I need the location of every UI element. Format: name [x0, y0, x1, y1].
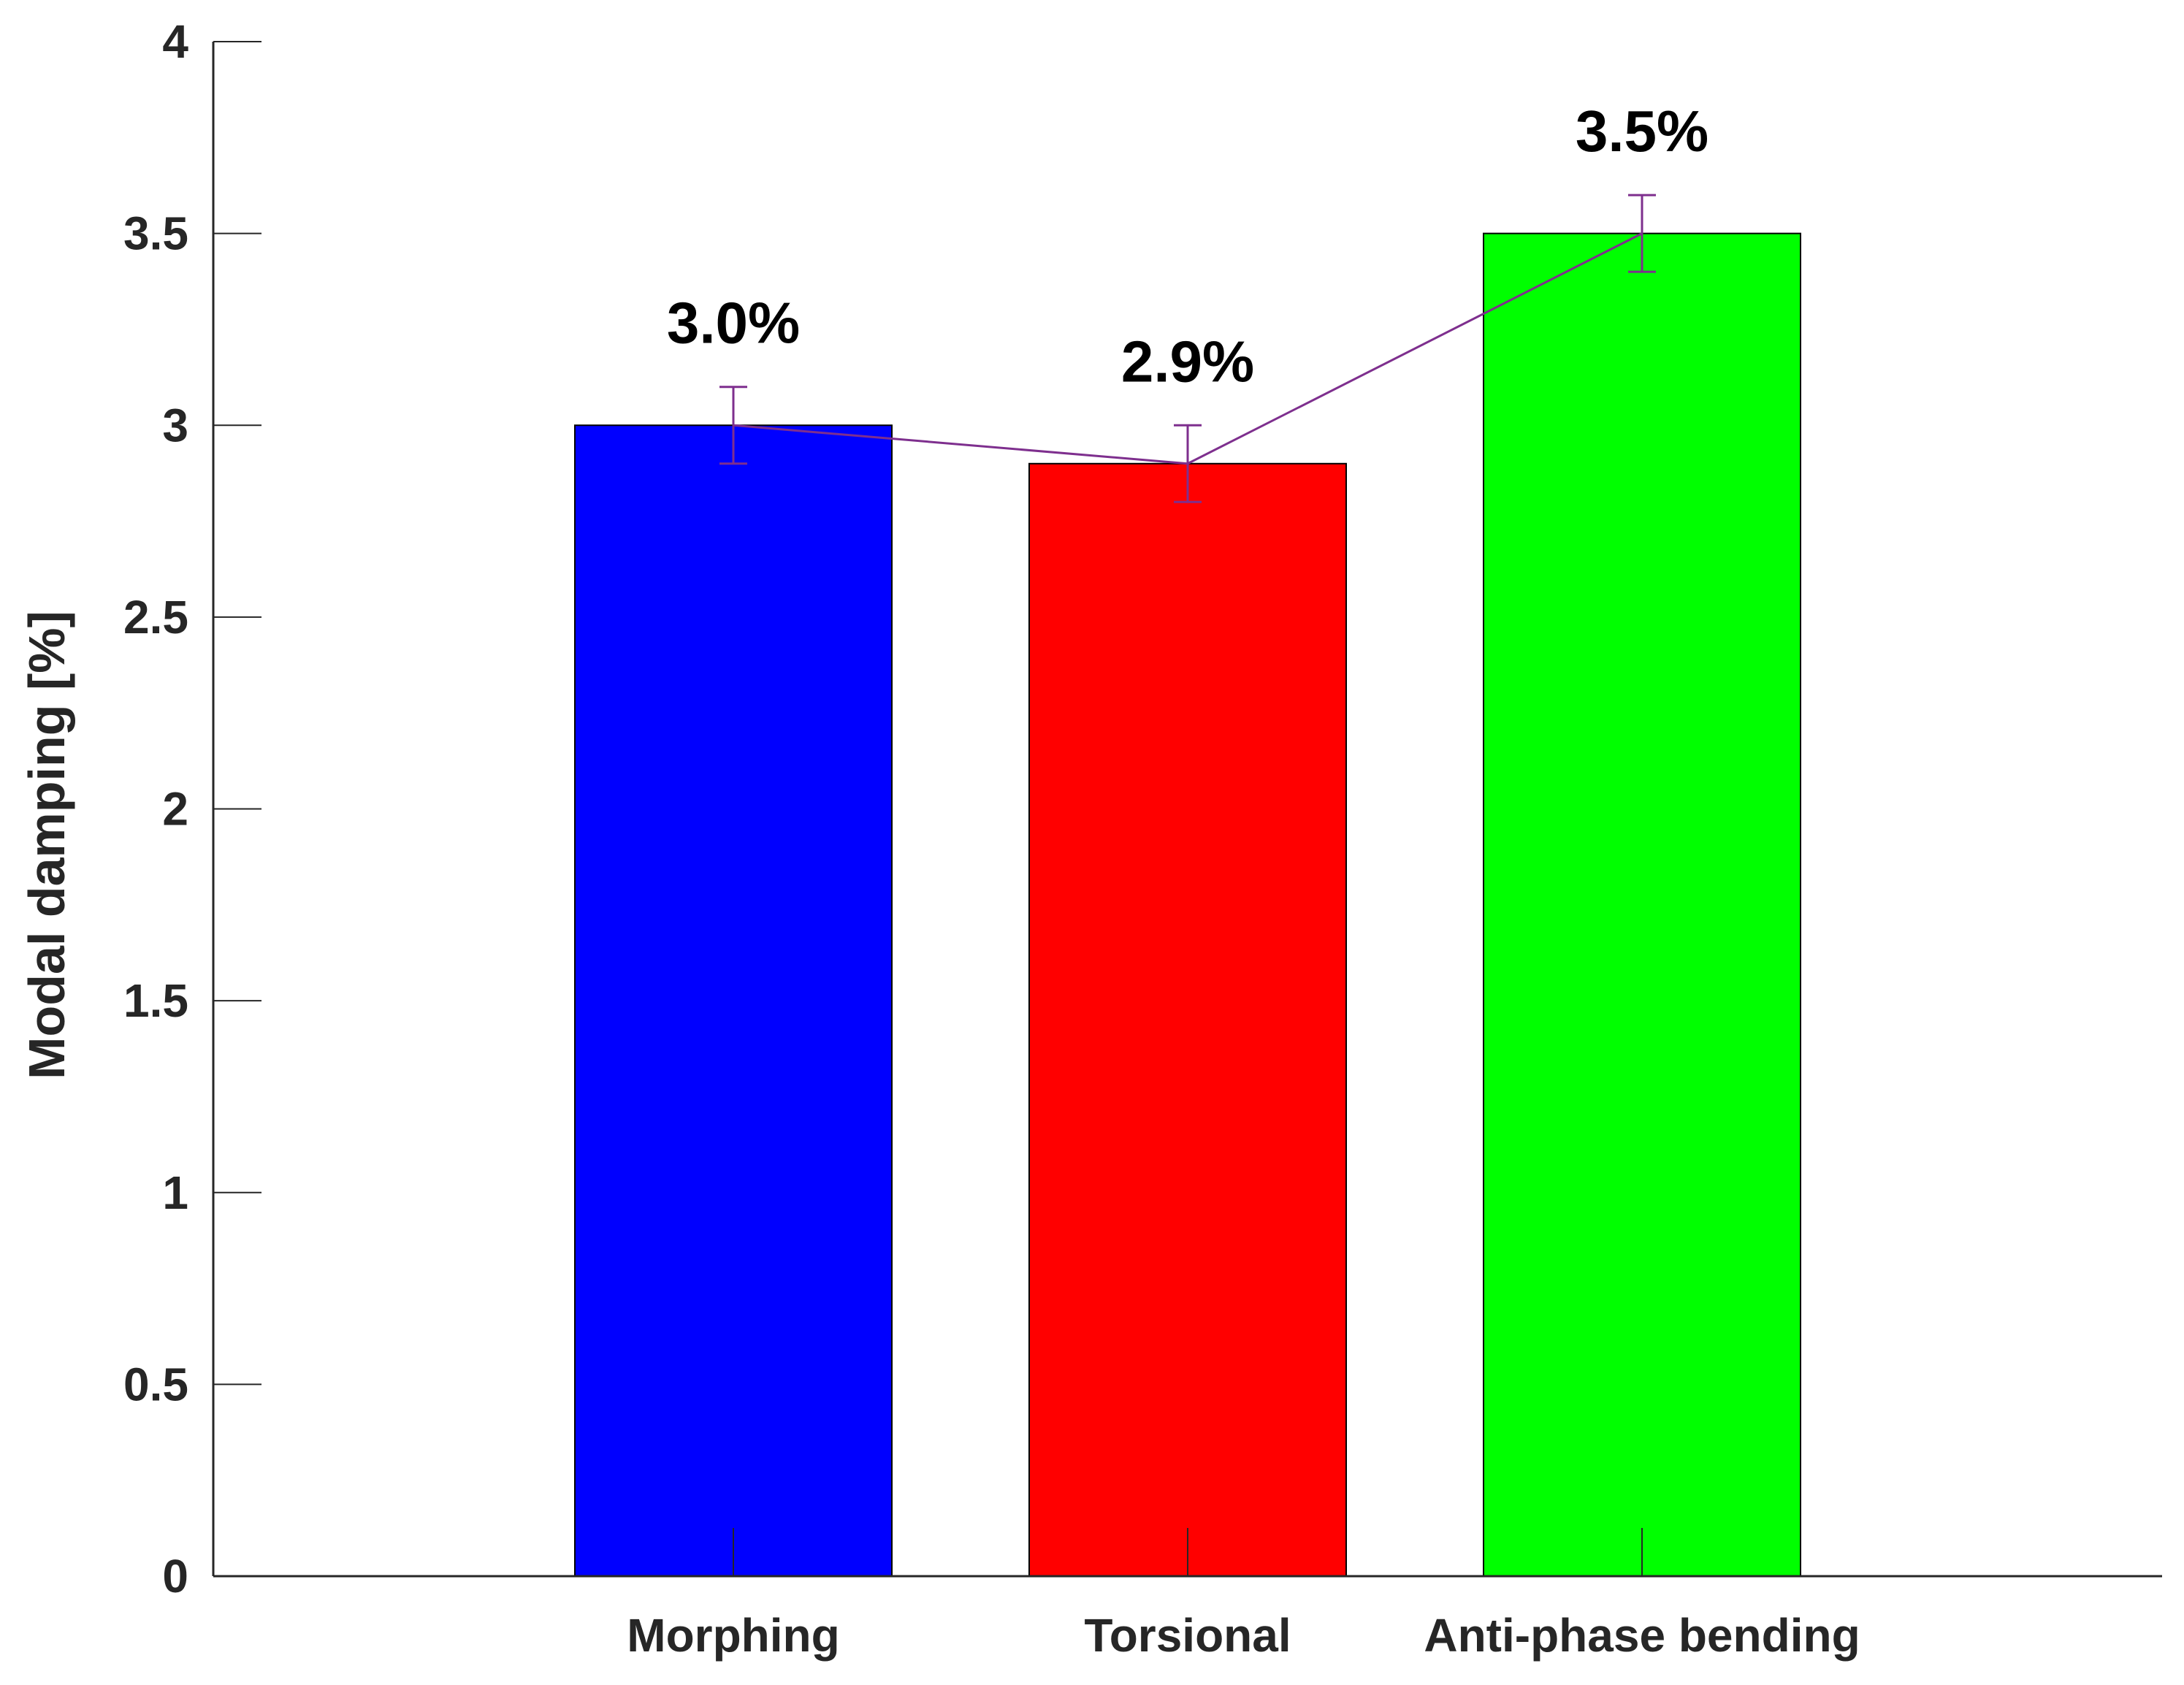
y-tick-label: 3: [162, 399, 188, 451]
data-label-morphing: 3.0%: [667, 291, 800, 356]
x-tick-label-torsional: Torsional: [1084, 1609, 1291, 1662]
trend-line-layer: [733, 232, 1643, 465]
y-tick-label: 3.5: [123, 207, 188, 260]
y-axis-title: Modal damping [%]: [18, 611, 75, 1080]
y-tick-label: 1.5: [123, 974, 188, 1027]
y-tick-label: 4: [162, 15, 188, 68]
bar-morphing: [574, 424, 893, 1577]
bar-anti-phase-bending: [1483, 232, 1801, 1577]
trend-line: [733, 232, 1643, 465]
data-label-anti-phase-bending: 3.5%: [1576, 99, 1708, 164]
y-tick-label: 1: [162, 1166, 188, 1219]
y-tick-label: 2.5: [123, 591, 188, 643]
bar-torsional: [1028, 462, 1347, 1577]
labels-layer: 0 0.5 1 1.5 2 2.5 3 3.5 4 Morphing Torsional Anti-p…: [123, 15, 1860, 1662]
data-label-torsional: 2.9%: [1121, 329, 1254, 394]
y-tick-label: 0.5: [123, 1358, 188, 1410]
y-tick-label: 0: [162, 1550, 188, 1602]
axes-layer: [212, 41, 2162, 1578]
x-tick-label-anti-phase-bending: Anti-phase bending: [1424, 1609, 1860, 1662]
x-tick-label-morphing: Morphing: [627, 1609, 839, 1662]
y-tick-label: 2: [162, 783, 188, 836]
